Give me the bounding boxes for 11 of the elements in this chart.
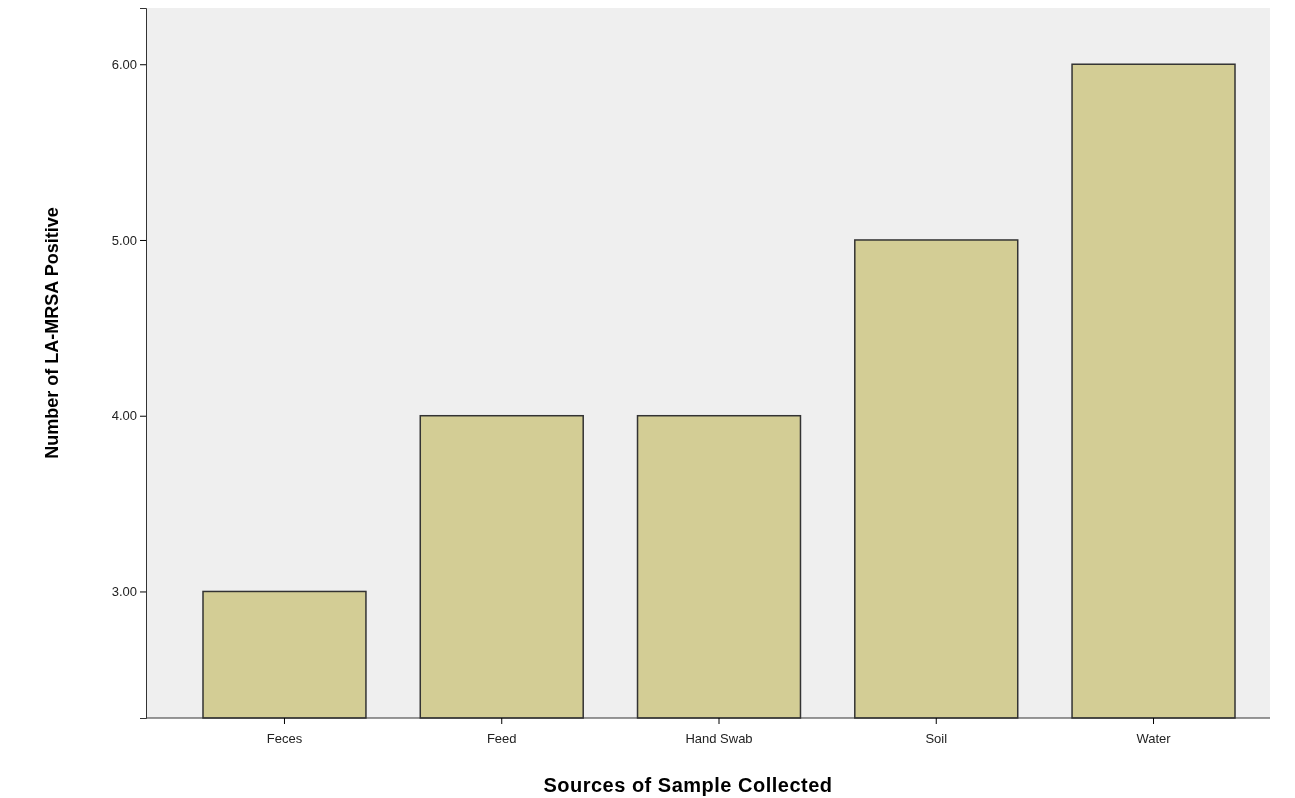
y-tick-label: 5.00	[111, 232, 137, 248]
y-tick-label: 4.00	[111, 408, 137, 424]
x-tick-label: Feces	[266, 730, 303, 746]
y-tick-label: 3.00	[111, 584, 137, 600]
x-tick-label: Water	[1136, 730, 1172, 746]
x-axis-title: Sources of Sample Collected	[543, 774, 833, 796]
y-axis-title: Number of LA-MRSA Positive	[42, 207, 62, 459]
x-tick-label: Hand Swab	[685, 730, 753, 746]
x-tick-label: Feed	[486, 730, 517, 746]
y-tick-label: 6.00	[111, 56, 137, 72]
x-tick-label: Soil	[925, 730, 948, 746]
